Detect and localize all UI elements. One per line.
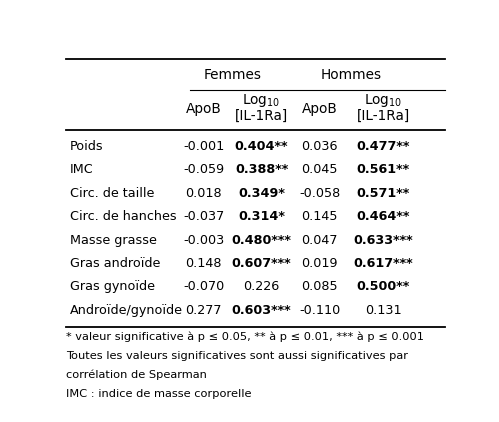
Text: -0.001: -0.001 [183,140,224,153]
Text: ApoB: ApoB [302,102,337,116]
Text: [IL-1Ra]: [IL-1Ra] [235,109,288,123]
Text: 0.226: 0.226 [244,280,279,293]
Text: 0.603***: 0.603*** [232,304,291,317]
Text: 0.314*: 0.314* [238,210,285,223]
Text: 0.277: 0.277 [185,304,222,317]
Text: corrélation de Spearman: corrélation de Spearman [66,370,207,380]
Text: Gras gynoïde: Gras gynoïde [70,280,155,293]
Text: -0.037: -0.037 [183,210,224,223]
Text: [IL-1Ra]: [IL-1Ra] [357,109,410,123]
Text: 0.480***: 0.480*** [232,234,291,246]
Text: 0.148: 0.148 [185,257,222,270]
Text: Androïde/gynoïde: Androïde/gynoïde [70,304,183,317]
Text: IMC: IMC [70,163,94,176]
Text: 0.045: 0.045 [301,163,338,176]
Text: 0.633***: 0.633*** [354,234,413,246]
Text: Gras androïde: Gras androïde [70,257,161,270]
Text: Femmes: Femmes [204,68,261,82]
Text: 0.085: 0.085 [301,280,338,293]
Text: IMC : indice de masse corporelle: IMC : indice de masse corporelle [66,389,251,399]
Text: Hommes: Hommes [321,68,382,82]
Text: 0.617***: 0.617*** [354,257,413,270]
Text: Log$_{10}$: Log$_{10}$ [364,92,403,108]
Text: 0.561**: 0.561** [357,163,410,176]
Text: 0.018: 0.018 [185,187,222,200]
Text: -0.003: -0.003 [183,234,224,246]
Text: 0.019: 0.019 [301,257,338,270]
Text: 0.036: 0.036 [301,140,338,153]
Text: * valeur significative à p ≤ 0.05, ** à p ≤ 0.01, *** à p ≤ 0.001: * valeur significative à p ≤ 0.05, ** à … [66,332,424,343]
Text: Masse grasse: Masse grasse [70,234,157,246]
Text: -0.110: -0.110 [299,304,340,317]
Text: 0.349*: 0.349* [238,187,285,200]
Text: 0.388**: 0.388** [235,163,288,176]
Text: Log$_{10}$: Log$_{10}$ [243,92,280,108]
Text: -0.070: -0.070 [183,280,224,293]
Text: -0.059: -0.059 [183,163,224,176]
Text: 0.500**: 0.500** [357,280,410,293]
Text: Toutes les valeurs significatives sont aussi significatives par: Toutes les valeurs significatives sont a… [66,351,408,361]
Text: 0.477**: 0.477** [357,140,410,153]
Text: 0.131: 0.131 [365,304,402,317]
Text: 0.571**: 0.571** [357,187,410,200]
Text: 0.464**: 0.464** [357,210,410,223]
Text: Circ. de taille: Circ. de taille [70,187,155,200]
Text: 0.145: 0.145 [301,210,338,223]
Text: 0.607***: 0.607*** [232,257,291,270]
Text: 0.047: 0.047 [301,234,338,246]
Text: -0.058: -0.058 [299,187,340,200]
Text: Circ. de hanches: Circ. de hanches [70,210,177,223]
Text: Poids: Poids [70,140,104,153]
Text: ApoB: ApoB [186,102,222,116]
Text: 0.404**: 0.404** [235,140,288,153]
